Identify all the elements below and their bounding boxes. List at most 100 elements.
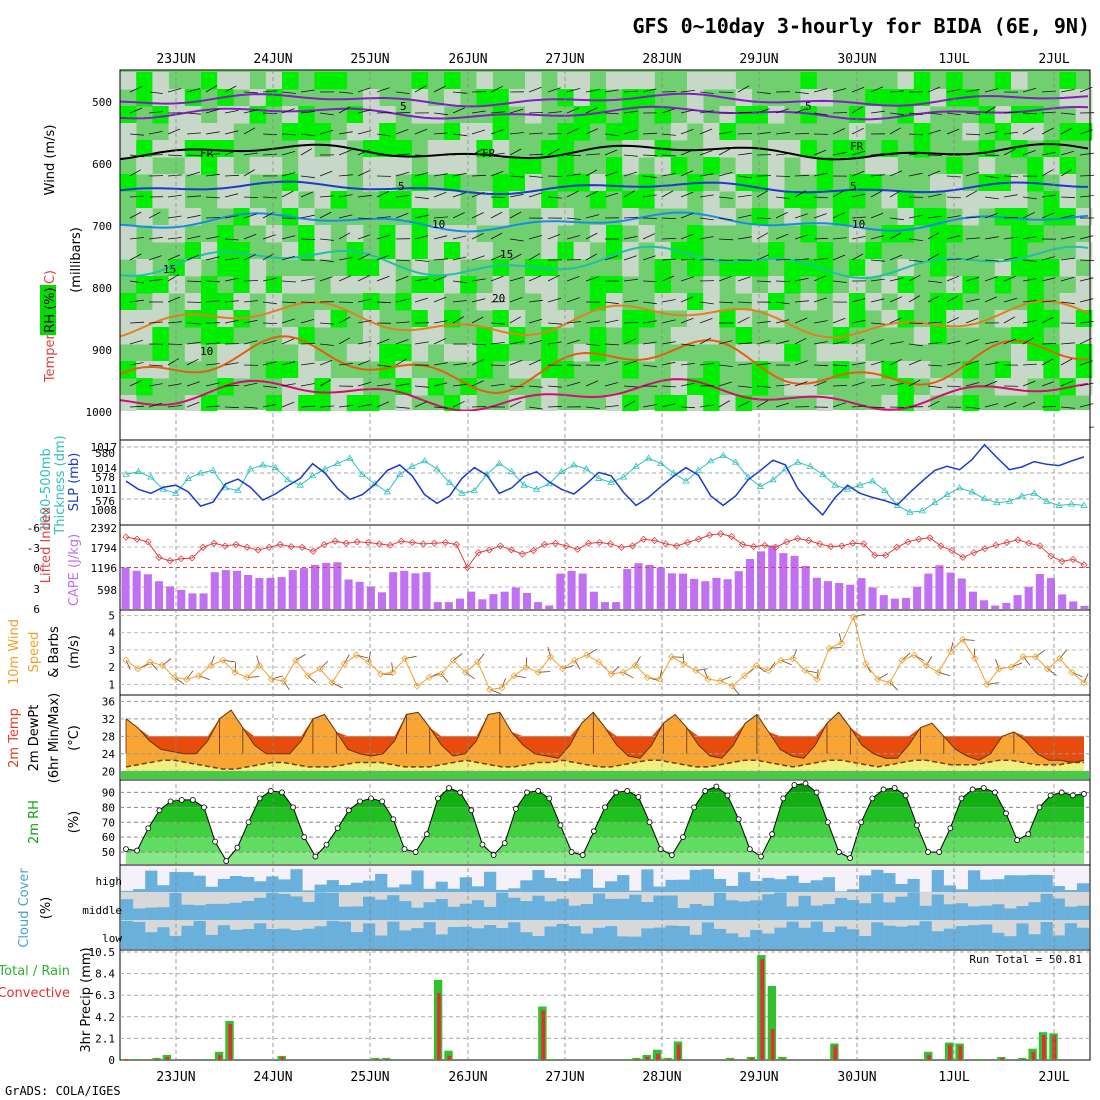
wind-marker — [765, 667, 773, 675]
rh-marker — [891, 785, 898, 791]
wind-barb — [319, 359, 333, 366]
cape-bar — [1035, 574, 1044, 609]
thickness-marker — [445, 478, 454, 485]
wind-barb — [813, 341, 828, 345]
precip-conv-bar — [374, 1059, 379, 1060]
thickness-marker — [271, 463, 280, 471]
wind-barb — [490, 383, 505, 387]
thickness-marker — [1005, 497, 1014, 504]
wind-barb — [927, 295, 940, 303]
wind-barb — [623, 171, 638, 177]
rh-band — [126, 852, 1084, 864]
li-marker — [265, 543, 273, 551]
wind-barb — [965, 382, 980, 387]
rh-patch — [1027, 276, 1044, 294]
wind-barb — [338, 337, 351, 345]
wind-barb — [338, 301, 354, 303]
cloud-cell — [774, 879, 787, 892]
rh-patch — [962, 395, 979, 413]
wind-barb — [395, 339, 409, 345]
wind-barb — [547, 405, 563, 408]
wind-barb — [319, 322, 334, 325]
rh-patch — [800, 157, 817, 175]
wind-barb — [395, 259, 410, 262]
wind-barb — [148, 131, 163, 135]
wind-barb — [129, 299, 144, 303]
wind-barb — [566, 297, 580, 303]
wind-barb — [832, 151, 847, 156]
rh-patch — [913, 140, 931, 158]
rh-patch — [557, 72, 574, 90]
wind-barb — [167, 194, 182, 198]
rh-patch — [816, 157, 834, 175]
wind-barb — [300, 405, 316, 408]
wind-barb — [794, 234, 808, 240]
rh-patch — [1059, 327, 1077, 345]
wind-barb-10m — [283, 680, 290, 691]
cape-bar — [389, 572, 398, 609]
rh-patch — [687, 310, 704, 328]
wind-marker — [631, 661, 639, 669]
rh-patch — [865, 259, 882, 277]
rh-patch — [508, 327, 526, 345]
precip-tick: 0 — [108, 1054, 115, 1067]
li-marker — [1003, 538, 1011, 547]
rh-marker — [368, 795, 374, 802]
rh-patch — [492, 123, 510, 141]
cloud-cell — [411, 870, 424, 892]
wind-marker — [498, 684, 506, 692]
rh-patch — [930, 310, 947, 328]
wind-barb — [756, 400, 769, 408]
thickness-marker — [420, 457, 429, 464]
wind-barb — [186, 322, 201, 325]
rh-patch — [136, 140, 153, 158]
rh-patch — [233, 293, 250, 311]
wind-barb-10m — [404, 655, 417, 659]
rh-patch — [492, 276, 510, 294]
wind-marker — [1031, 653, 1040, 661]
rh-patch — [265, 225, 283, 243]
rh-patch — [427, 242, 445, 260]
rh-patch — [201, 157, 218, 175]
cloud-cell — [738, 901, 751, 920]
cloud-cell — [1004, 908, 1017, 920]
wind-barb — [186, 341, 201, 345]
wind-marker — [680, 660, 688, 668]
rh-marker — [1014, 837, 1021, 844]
li-marker — [232, 540, 240, 549]
wind-barb — [1060, 301, 1075, 305]
cloud-cell — [254, 897, 267, 920]
thickness-marker — [1030, 489, 1038, 496]
wind-barb — [1079, 259, 1095, 262]
rh-patch — [201, 327, 218, 345]
wind-barb — [1060, 89, 1075, 93]
rh-tick: 60 — [102, 831, 115, 844]
rh-patch — [557, 89, 574, 107]
rh-marker — [590, 828, 597, 835]
li-marker — [617, 543, 626, 551]
cloud-cell — [459, 903, 472, 920]
rh-patch — [427, 106, 445, 124]
rh-patch — [1075, 310, 1093, 328]
wind-barb — [1022, 337, 1034, 345]
wind-barb — [775, 280, 791, 283]
rh-patch — [201, 395, 218, 413]
wind-barb — [965, 152, 980, 156]
cloud-cell — [145, 870, 158, 892]
wind-barb — [281, 255, 296, 261]
wind-barb-10m — [995, 659, 1000, 670]
rh-patch — [897, 89, 915, 107]
rh-patch — [1011, 123, 1028, 141]
wind-barb — [433, 320, 448, 324]
precip-conv-bar — [958, 1045, 963, 1060]
rh-patch — [913, 89, 931, 107]
cloud-cell — [423, 902, 436, 920]
wind-barb — [471, 316, 484, 324]
wind-barb — [737, 276, 751, 282]
wind-barb — [661, 341, 676, 345]
wind-tick: 5 — [108, 609, 115, 622]
wind-barb — [186, 280, 202, 283]
rh-patch — [136, 157, 153, 175]
thickness-marker — [321, 465, 329, 472]
wind-marker — [170, 673, 179, 682]
